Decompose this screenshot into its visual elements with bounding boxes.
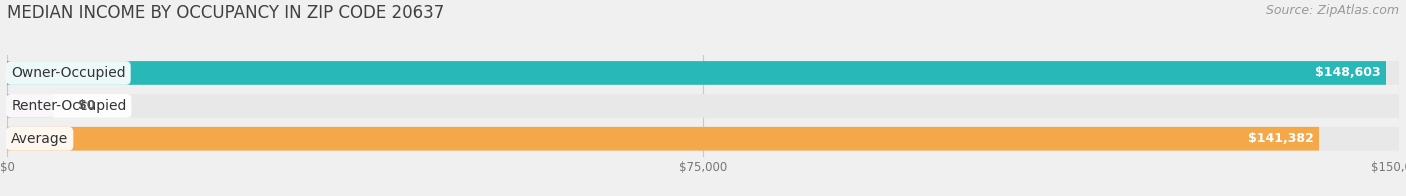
FancyBboxPatch shape: [7, 61, 1399, 85]
Text: Average: Average: [11, 132, 69, 146]
FancyBboxPatch shape: [7, 127, 1399, 151]
FancyBboxPatch shape: [7, 94, 1399, 118]
Text: Source: ZipAtlas.com: Source: ZipAtlas.com: [1265, 4, 1399, 17]
FancyBboxPatch shape: [7, 61, 1386, 85]
Text: MEDIAN INCOME BY OCCUPANCY IN ZIP CODE 20637: MEDIAN INCOME BY OCCUPANCY IN ZIP CODE 2…: [7, 4, 444, 22]
Text: Owner-Occupied: Owner-Occupied: [11, 66, 125, 80]
Text: $0: $0: [79, 99, 96, 112]
FancyBboxPatch shape: [7, 127, 1319, 151]
Text: $148,603: $148,603: [1315, 66, 1381, 79]
Text: Renter-Occupied: Renter-Occupied: [11, 99, 127, 113]
Text: $141,382: $141,382: [1247, 132, 1313, 145]
FancyBboxPatch shape: [7, 94, 53, 118]
